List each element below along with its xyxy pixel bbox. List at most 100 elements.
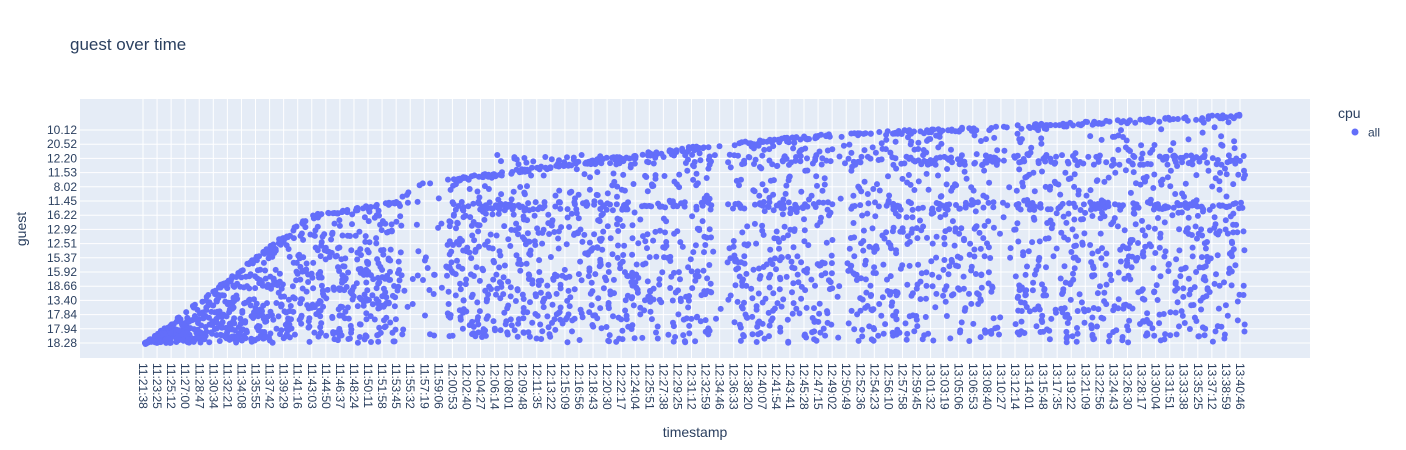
data-point bbox=[291, 331, 298, 338]
data-point bbox=[510, 211, 517, 218]
data-point bbox=[1194, 212, 1201, 219]
data-point bbox=[1035, 160, 1042, 167]
data-point bbox=[875, 203, 882, 210]
data-point bbox=[1112, 169, 1119, 176]
data-point bbox=[482, 241, 488, 248]
data-point bbox=[767, 177, 774, 184]
data-point bbox=[979, 162, 986, 169]
data-point bbox=[586, 265, 593, 272]
data-point bbox=[376, 324, 383, 331]
data-point bbox=[391, 303, 398, 310]
x-tick-label: 11:50:11 bbox=[361, 363, 375, 408]
data-point bbox=[875, 157, 882, 163]
data-point bbox=[555, 235, 562, 242]
data-point bbox=[1036, 238, 1043, 245]
data-point bbox=[968, 127, 975, 134]
data-point bbox=[228, 275, 235, 282]
legend[interactable]: cpu all bbox=[1338, 105, 1380, 140]
data-point bbox=[505, 302, 512, 309]
data-point bbox=[409, 276, 416, 282]
x-tick-label: 11:39:29 bbox=[277, 363, 291, 409]
data-point bbox=[817, 218, 824, 225]
data-point bbox=[1232, 262, 1239, 269]
data-point bbox=[476, 277, 483, 284]
data-point bbox=[1228, 238, 1235, 245]
legend-marker-all[interactable] bbox=[1351, 128, 1359, 136]
data-point bbox=[630, 181, 637, 187]
data-point bbox=[885, 173, 891, 180]
data-point bbox=[1127, 148, 1133, 154]
x-tick-label: 12:41:54 bbox=[769, 363, 783, 410]
data-point bbox=[736, 182, 742, 189]
data-point bbox=[454, 257, 460, 264]
data-point bbox=[261, 329, 268, 335]
data-point bbox=[497, 327, 504, 334]
data-point bbox=[605, 261, 612, 268]
data-point bbox=[239, 309, 246, 316]
data-point bbox=[1014, 122, 1021, 129]
data-point bbox=[606, 338, 612, 345]
data-point bbox=[375, 338, 382, 345]
x-tick-label: 12:25:51 bbox=[642, 363, 656, 410]
data-point bbox=[468, 294, 475, 300]
data-point bbox=[548, 156, 555, 163]
data-point bbox=[913, 285, 920, 292]
data-point bbox=[940, 266, 947, 273]
data-point bbox=[685, 264, 692, 271]
data-point bbox=[458, 199, 465, 205]
data-point bbox=[1125, 272, 1132, 279]
data-point bbox=[353, 280, 360, 287]
data-point bbox=[585, 273, 592, 280]
data-point bbox=[289, 283, 296, 290]
data-point bbox=[827, 279, 834, 286]
data-point bbox=[790, 145, 797, 152]
data-point bbox=[385, 255, 392, 262]
data-point bbox=[287, 303, 294, 309]
data-point bbox=[690, 163, 697, 170]
data-point bbox=[537, 289, 544, 296]
data-point bbox=[947, 335, 954, 342]
data-point bbox=[397, 213, 404, 220]
data-point bbox=[365, 218, 372, 225]
data-point bbox=[398, 222, 405, 229]
data-point bbox=[631, 153, 638, 160]
data-point bbox=[705, 331, 712, 338]
data-point bbox=[265, 255, 272, 262]
data-point bbox=[915, 178, 922, 185]
data-point bbox=[1024, 151, 1031, 158]
data-point bbox=[216, 338, 223, 344]
data-point bbox=[1046, 336, 1053, 343]
data-point bbox=[552, 326, 559, 333]
data-point bbox=[741, 299, 747, 306]
data-point bbox=[479, 265, 486, 272]
data-point bbox=[876, 301, 883, 307]
data-point bbox=[688, 315, 695, 322]
data-point bbox=[1039, 312, 1046, 319]
x-tick-label: 11:44:50 bbox=[319, 363, 333, 409]
data-point bbox=[208, 308, 215, 315]
data-point bbox=[739, 305, 746, 312]
data-point bbox=[1202, 245, 1209, 252]
data-point bbox=[328, 236, 335, 243]
data-point bbox=[559, 320, 566, 327]
data-point bbox=[668, 273, 675, 280]
data-point bbox=[653, 149, 660, 156]
data-point bbox=[727, 164, 734, 171]
data-point bbox=[981, 253, 988, 260]
legend-label-all[interactable]: all bbox=[1368, 126, 1380, 140]
data-point bbox=[757, 330, 764, 336]
data-point bbox=[923, 282, 930, 289]
data-point bbox=[811, 328, 818, 335]
data-point bbox=[1113, 327, 1120, 334]
data-point bbox=[1165, 261, 1172, 268]
data-point bbox=[1189, 244, 1196, 251]
data-point bbox=[690, 249, 697, 256]
data-point bbox=[1097, 230, 1104, 237]
data-point bbox=[179, 322, 186, 329]
data-point bbox=[249, 257, 256, 264]
data-point bbox=[740, 332, 747, 338]
data-point bbox=[639, 151, 646, 158]
data-point bbox=[1072, 157, 1079, 163]
data-point bbox=[318, 239, 325, 246]
data-point bbox=[1133, 180, 1139, 187]
